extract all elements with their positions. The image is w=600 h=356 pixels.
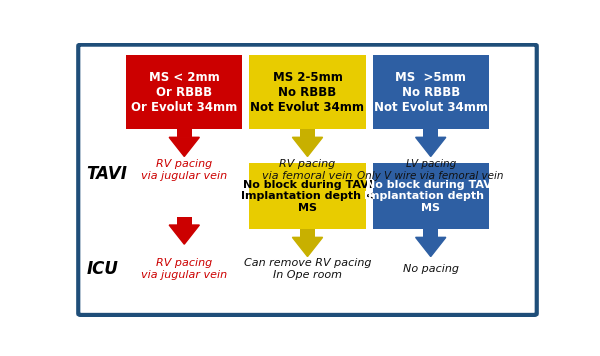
- FancyBboxPatch shape: [250, 163, 365, 229]
- Text: MS 2-5mm
No RBBB
Not Evolut 34mm: MS 2-5mm No RBBB Not Evolut 34mm: [251, 70, 365, 114]
- Text: No pacing: No pacing: [403, 264, 459, 274]
- Text: LV pacing
Only V wire via femoral vein: LV pacing Only V wire via femoral vein: [358, 159, 504, 181]
- Polygon shape: [292, 137, 323, 157]
- Bar: [177, 129, 192, 137]
- FancyBboxPatch shape: [126, 55, 242, 129]
- Text: TAVI: TAVI: [86, 165, 128, 183]
- Text: MS  >5mm
No RBBB
Not Evolut 34mm: MS >5mm No RBBB Not Evolut 34mm: [374, 70, 488, 114]
- Bar: [300, 129, 315, 137]
- Polygon shape: [416, 237, 446, 257]
- Bar: [177, 217, 192, 225]
- Polygon shape: [292, 237, 323, 257]
- Text: RV pacing
via jugular vein: RV pacing via jugular vein: [141, 159, 227, 181]
- Polygon shape: [169, 137, 199, 157]
- Polygon shape: [169, 225, 199, 244]
- Text: RV pacing
via femoral vein: RV pacing via femoral vein: [262, 159, 353, 181]
- Text: No block during TAVI
Implantation depth <
MS: No block during TAVI Implantation depth …: [241, 180, 374, 213]
- FancyBboxPatch shape: [373, 163, 489, 229]
- Text: RV pacing
via jugular vein: RV pacing via jugular vein: [141, 258, 227, 280]
- Bar: [423, 229, 438, 237]
- Bar: [423, 129, 438, 137]
- Polygon shape: [416, 137, 446, 157]
- Text: ICU: ICU: [86, 260, 119, 278]
- Bar: [300, 229, 315, 237]
- Text: No block during TAVI
Implantation depth <
MS: No block during TAVI Implantation depth …: [364, 180, 497, 213]
- Text: Can remove RV pacing
In Ope room: Can remove RV pacing In Ope room: [244, 258, 371, 280]
- FancyBboxPatch shape: [250, 55, 365, 129]
- Text: MS < 2mm
Or RBBB
Or Evolut 34mm: MS < 2mm Or RBBB Or Evolut 34mm: [131, 70, 238, 114]
- FancyBboxPatch shape: [373, 55, 489, 129]
